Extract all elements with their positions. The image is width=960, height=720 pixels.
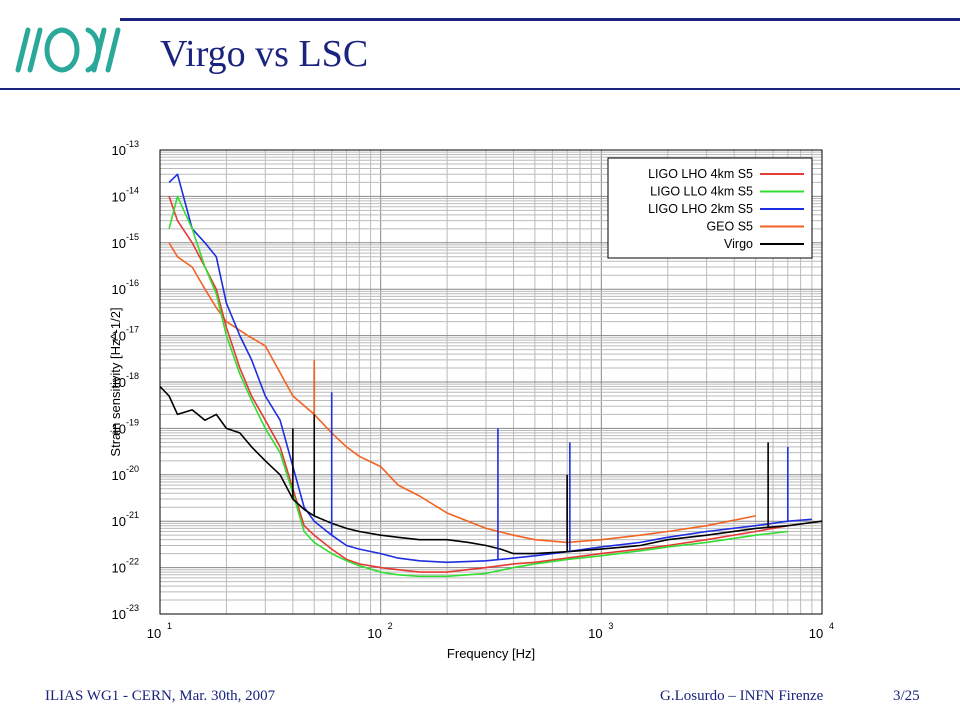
y-tick-label: 10: [112, 375, 126, 390]
page-number: 3/25: [893, 688, 920, 704]
series-line-ligo-lho-2km-s5: [168, 173, 812, 564]
y-tick-label: 10: [112, 561, 126, 576]
footer-event: ILIAS WG1 - CERN, Mar. 30th, 2007: [45, 688, 276, 704]
y-tick-label: 10: [112, 607, 126, 622]
legend-label: LIGO LHO 4km S5: [648, 167, 753, 181]
legend-label: Virgo: [724, 237, 753, 251]
series-line-ligo-lho-4km-s5: [168, 196, 788, 573]
virgo-logo-icon: [15, 27, 121, 73]
y-tick-exponent: -15: [126, 232, 139, 242]
x-tick-label: 10: [588, 626, 602, 641]
y-tick-label: 10: [112, 143, 126, 158]
series-line-ligo-llo-4km-s5: [168, 195, 788, 578]
y-axis-label: Strain sensitivity [Hz^-1/2]: [108, 307, 123, 456]
y-tick-label: 10: [112, 329, 126, 344]
x-tick-label: 10: [367, 626, 381, 641]
y-tick-label: 10: [112, 189, 126, 204]
y-tick-exponent: -13: [126, 139, 139, 149]
title-rule: [0, 88, 960, 90]
y-tick-label: 10: [112, 514, 126, 529]
x-tick-exponent: 1: [167, 621, 172, 631]
x-tick-label: 10: [147, 626, 161, 641]
chart-series: [159, 173, 823, 578]
y-tick-label: 10: [112, 282, 126, 297]
chart-legend: LIGO LHO 4km S5 LIGO LLO 4km S5 LIGO LHO 2…: [607, 157, 813, 259]
slide-title: Virgo vs LSC: [160, 33, 369, 75]
x-tick-exponent: 4: [829, 621, 834, 631]
y-tick-label: 10: [112, 236, 126, 251]
y-tick-exponent: -21: [126, 510, 139, 520]
series-line-virgo: [159, 385, 823, 555]
x-axis-label: Frequency [Hz]: [447, 646, 535, 661]
y-tick-exponent: -16: [126, 278, 139, 288]
x-tick-labels: 10 1 10 2 10 3 10 4: [147, 621, 834, 641]
series-line-geo-s5: [168, 242, 756, 544]
y-tick-exponent: -18: [126, 371, 139, 381]
x-tick-exponent: 3: [608, 621, 613, 631]
plot-frame: [159, 149, 823, 615]
y-tick-exponent: -22: [126, 557, 139, 567]
y-tick-exponent: -23: [126, 603, 139, 613]
y-tick-exponent: -17: [126, 325, 139, 335]
legend-label: LIGO LLO 4km S5: [650, 185, 753, 199]
y-tick-labels: 10-1310-1410-1510-1610-1710-1810-1910-20…: [112, 139, 139, 622]
y-tick-label: 10: [112, 468, 126, 483]
y-tick-exponent: -20: [126, 464, 139, 474]
legend-label: LIGO LHO 2km S5: [648, 202, 753, 216]
y-tick-label: 10: [112, 421, 126, 436]
top-rule: [120, 18, 960, 21]
y-tick-exponent: -14: [126, 185, 139, 195]
legend-label: GEO S5: [706, 220, 753, 234]
y-tick-exponent: -19: [126, 417, 139, 427]
x-tick-label: 10: [809, 626, 823, 641]
footer-author: G.Losurdo – INFN Firenze: [660, 688, 824, 704]
x-tick-exponent: 2: [388, 621, 393, 631]
